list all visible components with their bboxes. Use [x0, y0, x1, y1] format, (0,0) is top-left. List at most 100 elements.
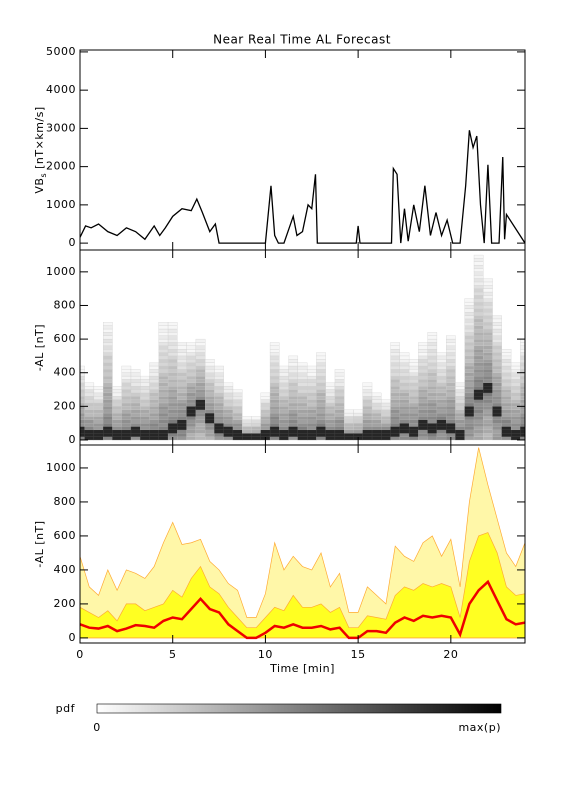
- pdf-cell: [103, 419, 113, 424]
- pdf-cell: [112, 426, 122, 431]
- pdf-cell: [464, 419, 475, 424]
- pdf-cell: [334, 429, 345, 434]
- pdf-cell: [112, 436, 122, 441]
- pdf-cell: [223, 429, 234, 434]
- pdf-cell: [316, 392, 326, 397]
- pdf-cell: [390, 406, 400, 410]
- pdf-cell: [427, 433, 438, 437]
- pdf-cell: [473, 402, 484, 407]
- pdf-cell: [297, 369, 308, 373]
- frame: [79, 444, 526, 644]
- pdf-cell: [130, 372, 141, 377]
- pdf-cell: [436, 409, 447, 414]
- pdf-cell: [158, 332, 169, 336]
- pdf-cell: [427, 436, 438, 441]
- pdf-cell: [427, 416, 438, 420]
- pdf-cell: [158, 409, 169, 414]
- pdf-cell: [177, 429, 187, 434]
- pdf-cell: [130, 399, 141, 404]
- pdf-cell: [288, 429, 299, 434]
- pdf-cell: [205, 399, 215, 404]
- pdf-cell: [158, 372, 169, 377]
- pdf-cell: [232, 409, 243, 414]
- pdf-cell: [390, 345, 400, 350]
- pdf-cell: [205, 392, 215, 397]
- pdf-cell: [455, 406, 465, 410]
- pdf-cell: [334, 379, 345, 383]
- x-tick-label: 5: [169, 648, 177, 661]
- pdf-cell: [436, 396, 447, 400]
- pdf-cell: [288, 436, 299, 441]
- pdf-cell: [390, 342, 400, 346]
- pdf-cell: [427, 399, 438, 404]
- pdf-cell: [446, 416, 456, 420]
- pdf-cell: [501, 389, 512, 394]
- pdf-cell: [483, 409, 493, 414]
- pdf-cell: [149, 416, 159, 420]
- pdf-cell: [483, 365, 493, 370]
- pdf-cell: [464, 362, 475, 367]
- pdf-cell: [316, 355, 326, 360]
- y-tick-label: 400: [54, 366, 77, 379]
- pdf-cell: [455, 426, 465, 431]
- pdf-cell: [214, 399, 224, 404]
- pdf-cell: [510, 396, 521, 400]
- y-axis-label: -AL [nT]: [33, 324, 46, 371]
- pdf-cell: [121, 372, 132, 377]
- pdf-cell: [446, 349, 456, 353]
- pdf-cell: [205, 369, 215, 373]
- pdf-cell: [223, 409, 234, 414]
- pdf-cell: [130, 396, 141, 400]
- pdf-cell: [436, 379, 447, 383]
- pdf-cell: [510, 386, 521, 390]
- pdf-cell: [492, 352, 502, 357]
- pdf-cell: [418, 409, 428, 414]
- pdf-cell: [501, 392, 512, 397]
- pdf-cell: [103, 342, 113, 346]
- pdf-cell: [103, 352, 113, 357]
- pdf-cell: [473, 275, 484, 279]
- pdf-cell: [334, 409, 345, 414]
- pdf-cell: [130, 406, 141, 410]
- pdf-cell: [103, 322, 113, 326]
- pdf-cell: [418, 429, 428, 434]
- pdf-cell: [436, 422, 447, 427]
- pdf-cell: [316, 369, 326, 373]
- pdf-cell: [130, 426, 141, 431]
- pdf-cell: [501, 386, 512, 390]
- pdf-cell: [473, 271, 484, 276]
- pdf-cell: [103, 372, 113, 377]
- pdf-cell: [167, 335, 178, 340]
- pdf-cell: [399, 433, 410, 437]
- pdf-cell: [483, 318, 493, 323]
- pdf-cell: [167, 416, 178, 420]
- pdf-cell: [371, 429, 382, 434]
- pdf-cell: [427, 392, 438, 397]
- pdf-cell: [130, 412, 141, 417]
- pdf-cell: [260, 416, 271, 420]
- pdf-cell: [418, 412, 428, 417]
- pdf-cell: [483, 278, 493, 283]
- pdf-cell: [473, 318, 484, 323]
- pdf-cell: [436, 406, 447, 410]
- pdf-cell: [390, 396, 400, 400]
- pdf-cell: [344, 422, 354, 427]
- pdf-cell: [483, 419, 493, 424]
- pdf-cell: [269, 345, 280, 350]
- pdf-cell: [205, 433, 215, 437]
- colorbar: [96, 703, 502, 714]
- pdf-cell: [205, 416, 215, 420]
- pdf-cell: [130, 429, 141, 434]
- pdf-cell: [464, 298, 475, 303]
- pdf-cell: [473, 389, 484, 394]
- pdf-cell: [306, 426, 317, 431]
- pdf-cell: [149, 409, 159, 414]
- pdf-cell: [186, 419, 197, 424]
- pdf-cell: [325, 382, 336, 387]
- pdf-cell: [214, 386, 224, 390]
- pdf-cell: [167, 338, 178, 343]
- pdf-cell: [408, 365, 419, 370]
- pdf-cell: [297, 436, 308, 441]
- pdf-cell: [408, 369, 419, 373]
- pdf-cell: [288, 379, 299, 383]
